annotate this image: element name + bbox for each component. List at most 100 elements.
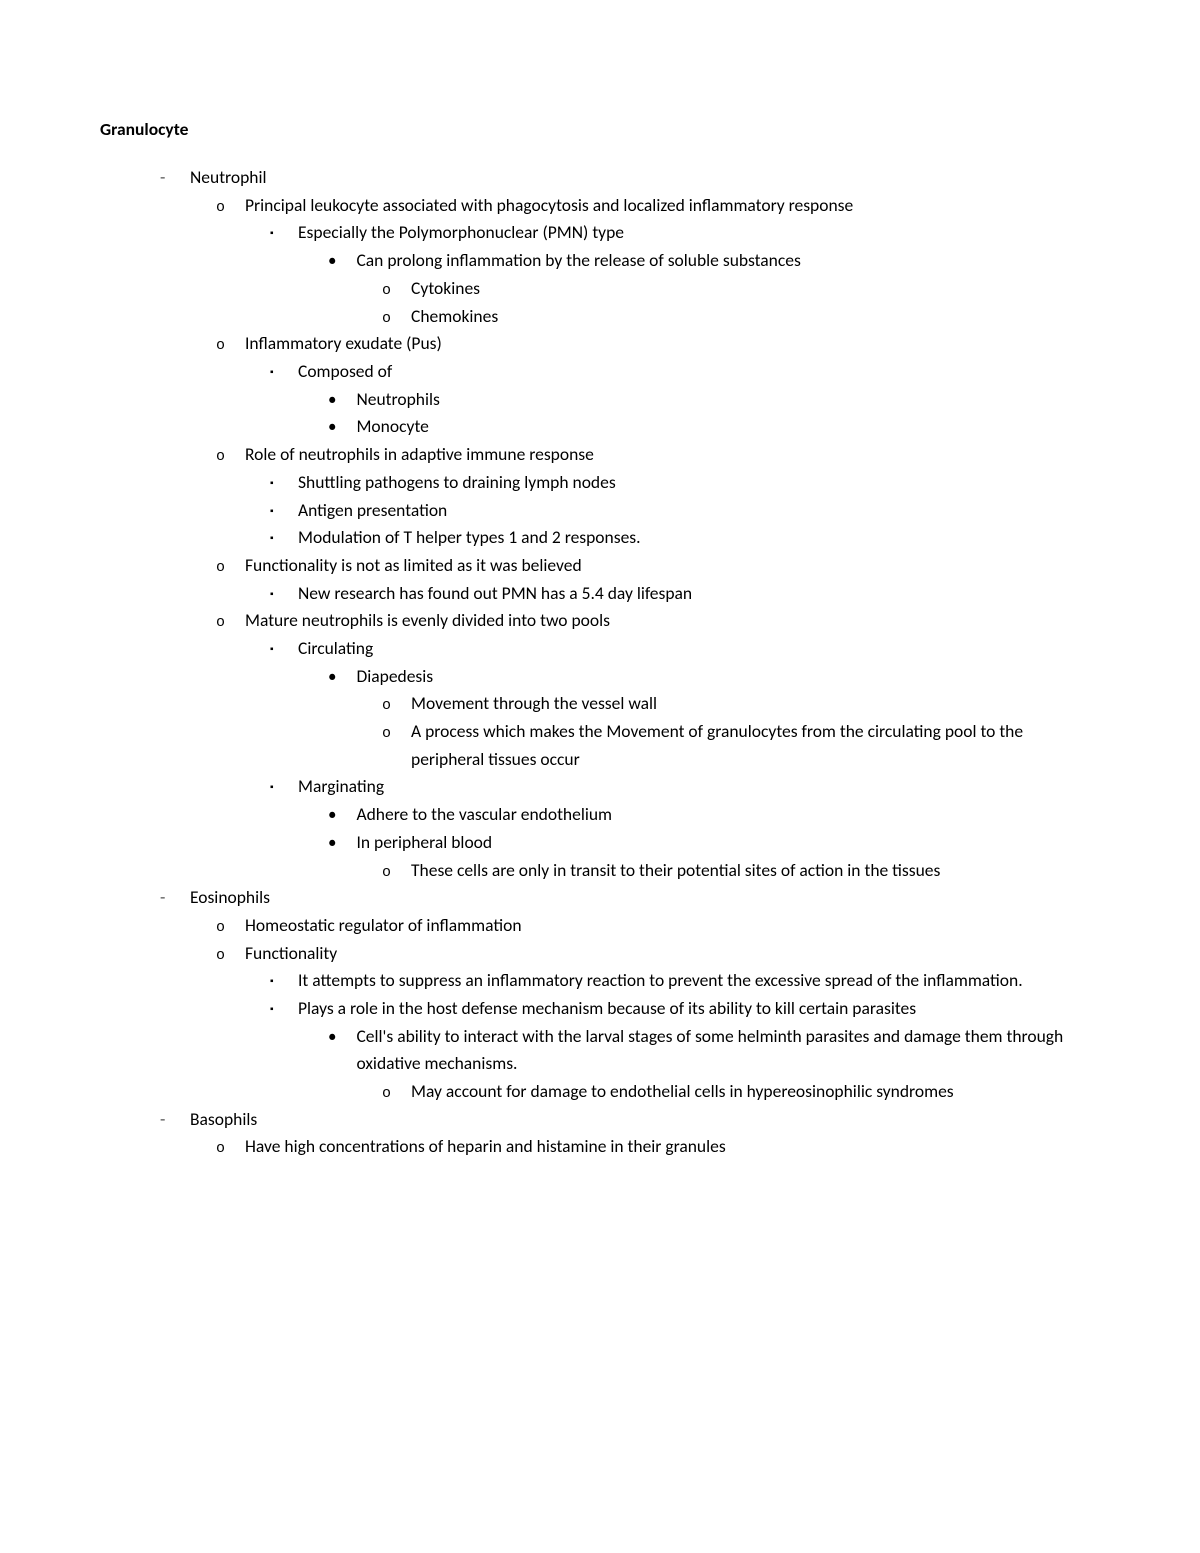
bullet-level3-icon <box>270 967 298 995</box>
bullet-level3-icon <box>270 580 298 608</box>
bullet-level2-icon <box>216 552 245 580</box>
bullet-level1-icon: - <box>160 164 190 192</box>
bullet-level4-icon <box>328 801 356 829</box>
outline-item-text: Plays a role in the host defense mechani… <box>298 995 1100 1023</box>
outline-item: Diapedesis <box>100 663 1100 691</box>
outline-item-text: Composed of <box>298 358 1100 386</box>
outline-item-text: Modulation of T helper types 1 and 2 res… <box>298 524 1100 552</box>
outline-item: Chemokines <box>100 303 1100 331</box>
outline-item-text: Inflammatory exudate (Pus) <box>245 330 1100 358</box>
outline-item: Neutrophils <box>100 386 1100 414</box>
outline-item-text: Circulating <box>298 635 1100 663</box>
bullet-level5-icon <box>382 303 411 331</box>
outline-item: Plays a role in the host defense mechani… <box>100 995 1100 1023</box>
outline-item-text: New research has found out PMN has a 5.4… <box>298 580 1100 608</box>
bullet-level2-icon <box>216 330 245 358</box>
outline-item-text: Can prolong inflammation by the release … <box>356 247 1100 275</box>
outline-item-text: Have high concentrations of heparin and … <box>245 1133 1100 1161</box>
outline-item-text: May account for damage to endothelial ce… <box>411 1078 1100 1106</box>
outline-item-text: Cell's ability to interact with the larv… <box>356 1023 1100 1078</box>
outline-item-text: Monocyte <box>356 413 1100 441</box>
bullet-level2-icon <box>216 441 245 469</box>
outline-item-text: Marginating <box>298 773 1100 801</box>
bullet-level4-icon <box>328 1023 356 1078</box>
bullet-level3-icon <box>270 995 298 1023</box>
outline-item: Functionality is not as limited as it wa… <box>100 552 1100 580</box>
outline-item: Cell's ability to interact with the larv… <box>100 1023 1100 1078</box>
outline-item: Mature neutrophils is evenly divided int… <box>100 607 1100 635</box>
outline-item: Especially the Polymorphonuclear (PMN) t… <box>100 219 1100 247</box>
outline-item-text: Mature neutrophils is evenly divided int… <box>245 607 1100 635</box>
bullet-level5-icon <box>382 275 411 303</box>
outline-item: Monocyte <box>100 413 1100 441</box>
bullet-level4-icon <box>328 663 356 691</box>
outline-item-text: Functionality is not as limited as it wa… <box>245 552 1100 580</box>
bullet-level4-icon <box>328 413 356 441</box>
outline-item-text: Basophils <box>190 1106 1100 1134</box>
outline-item: Homeostatic regulator of inflammation <box>100 912 1100 940</box>
bullet-level4-icon <box>328 247 356 275</box>
outline-item: Adhere to the vascular endothelium <box>100 801 1100 829</box>
outline-item-text: Diapedesis <box>356 663 1100 691</box>
outline-item: May account for damage to endothelial ce… <box>100 1078 1100 1106</box>
outline-item-text: Cytokines <box>411 275 1100 303</box>
bullet-level2-icon <box>216 1133 245 1161</box>
outline-item-text: Adhere to the vascular endothelium <box>356 801 1100 829</box>
outline-item: In peripheral blood <box>100 829 1100 857</box>
outline-item-text: Antigen presentation <box>298 497 1100 525</box>
bullet-level5-icon <box>382 718 411 773</box>
outline-item: New research has found out PMN has a 5.4… <box>100 580 1100 608</box>
bullet-level3-icon <box>270 635 298 663</box>
outline-item: Role of neutrophils in adaptive immune r… <box>100 441 1100 469</box>
outline-item-text: Neutrophil <box>190 164 1100 192</box>
outline-item-text: It attempts to suppress an inflammatory … <box>298 967 1100 995</box>
outline-item-text: Eosinophils <box>190 884 1100 912</box>
outline-item: Modulation of T helper types 1 and 2 res… <box>100 524 1100 552</box>
outline-item-text: Especially the Polymorphonuclear (PMN) t… <box>298 219 1100 247</box>
outline-item: -Neutrophil <box>100 164 1100 192</box>
outline-item: Marginating <box>100 773 1100 801</box>
outline-item: Principal leukocyte associated with phag… <box>100 192 1100 220</box>
outline-item: Movement through the vessel wall <box>100 690 1100 718</box>
outline-item-text: Neutrophils <box>356 386 1100 414</box>
bullet-level3-icon <box>270 219 298 247</box>
bullet-level3-icon <box>270 497 298 525</box>
outline-item-text: Role of neutrophils in adaptive immune r… <box>245 441 1100 469</box>
bullet-level4-icon <box>328 386 356 414</box>
bullet-level5-icon <box>382 690 411 718</box>
outline-item: -Eosinophils <box>100 884 1100 912</box>
outline-item: Cytokines <box>100 275 1100 303</box>
bullet-level3-icon <box>270 358 298 386</box>
document-page: Granulocyte -NeutrophilPrincipal leukocy… <box>0 0 1200 1261</box>
bullet-level1-icon: - <box>160 884 190 912</box>
bullet-level5-icon <box>382 857 411 885</box>
bullet-level3-icon <box>270 469 298 497</box>
outline-item-text: Principal leukocyte associated with phag… <box>245 192 1100 220</box>
bullet-level2-icon <box>216 940 245 968</box>
outline-list: -NeutrophilPrincipal leukocyte associate… <box>100 164 1100 1161</box>
outline-item-text: Functionality <box>245 940 1100 968</box>
bullet-level5-icon <box>382 1078 411 1106</box>
outline-item: It attempts to suppress an inflammatory … <box>100 967 1100 995</box>
bullet-level4-icon <box>328 829 356 857</box>
outline-item: Have high concentrations of heparin and … <box>100 1133 1100 1161</box>
outline-item-text: Chemokines <box>411 303 1100 331</box>
outline-item: Functionality <box>100 940 1100 968</box>
page-title: Granulocyte <box>100 118 1100 140</box>
outline-item-text: In peripheral blood <box>356 829 1100 857</box>
bullet-level3-icon <box>270 773 298 801</box>
outline-item: -Basophils <box>100 1106 1100 1134</box>
outline-item: Circulating <box>100 635 1100 663</box>
outline-item-text: A process which makes the Movement of gr… <box>411 718 1100 773</box>
outline-item: Inflammatory exudate (Pus) <box>100 330 1100 358</box>
outline-item: Antigen presentation <box>100 497 1100 525</box>
outline-item: A process which makes the Movement of gr… <box>100 718 1100 773</box>
bullet-level2-icon <box>216 607 245 635</box>
bullet-level1-icon: - <box>160 1106 190 1134</box>
outline-item: These cells are only in transit to their… <box>100 857 1100 885</box>
bullet-level3-icon <box>270 524 298 552</box>
outline-item-text: These cells are only in transit to their… <box>411 857 1100 885</box>
outline-item: Can prolong inflammation by the release … <box>100 247 1100 275</box>
outline-item: Shuttling pathogens to draining lymph no… <box>100 469 1100 497</box>
bullet-level2-icon <box>216 912 245 940</box>
